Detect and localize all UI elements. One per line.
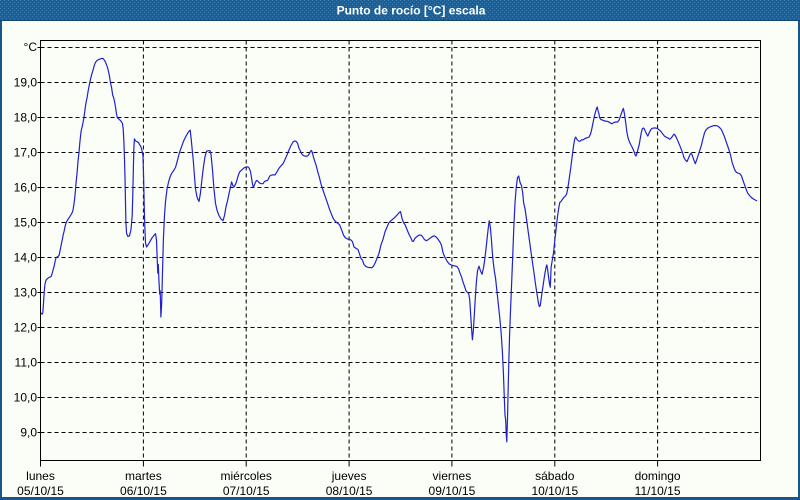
svg-text:jueves: jueves: [331, 469, 367, 483]
svg-text:domingo: domingo: [635, 469, 681, 483]
svg-text:18,0: 18,0: [14, 111, 38, 125]
svg-text:16,0: 16,0: [14, 181, 38, 195]
svg-text:14,0: 14,0: [14, 251, 38, 265]
svg-text:17,0: 17,0: [14, 146, 38, 160]
svg-text:07/10/15: 07/10/15: [223, 484, 270, 498]
svg-text:13,0: 13,0: [14, 286, 38, 300]
svg-text:°C: °C: [24, 40, 38, 54]
svg-text:Punto de rocío [°C] escala: Punto de rocío [°C] escala: [337, 4, 486, 18]
svg-text:9,0: 9,0: [20, 426, 37, 440]
svg-text:09/10/15: 09/10/15: [429, 484, 476, 498]
svg-text:12,0: 12,0: [14, 321, 38, 335]
svg-text:15,0: 15,0: [14, 216, 38, 230]
svg-text:11,0: 11,0: [15, 356, 38, 370]
svg-text:viernes: viernes: [433, 469, 472, 483]
svg-text:05/10/15: 05/10/15: [17, 484, 64, 498]
svg-text:sábado: sábado: [535, 469, 575, 483]
svg-text:lunes: lunes: [26, 469, 55, 483]
svg-text:06/10/15: 06/10/15: [120, 484, 167, 498]
svg-text:08/10/15: 08/10/15: [326, 484, 373, 498]
svg-text:10,0: 10,0: [14, 391, 38, 405]
svg-text:miércoles: miércoles: [221, 469, 272, 483]
svg-text:19,0: 19,0: [14, 76, 38, 90]
svg-text:10/10/15: 10/10/15: [531, 484, 578, 498]
svg-text:martes: martes: [125, 469, 162, 483]
svg-text:11/10/15: 11/10/15: [635, 484, 681, 498]
